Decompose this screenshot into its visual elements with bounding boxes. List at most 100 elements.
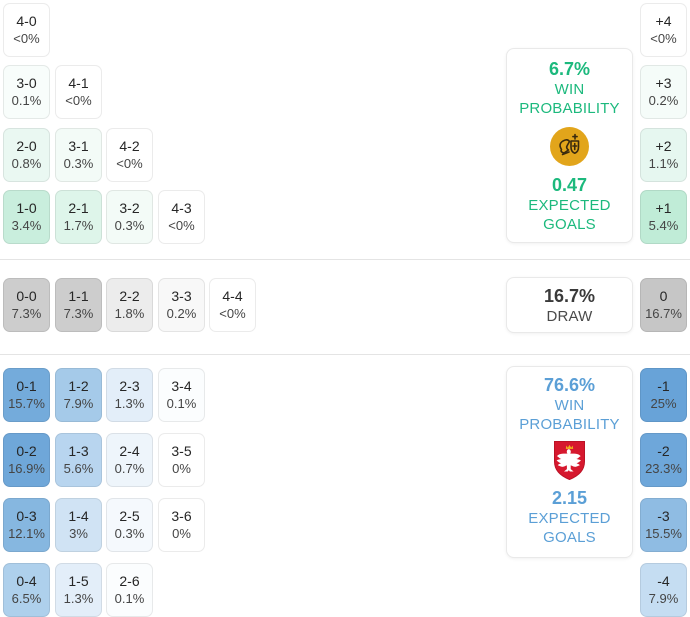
exact-score-cell: 0-1 15.7%	[3, 368, 50, 422]
home-win-summary-card: 6.7% WIN PROBABILITY 0.47 EXPECTED GOALS	[506, 48, 633, 243]
home-win-probability-label-line1: WIN	[554, 81, 585, 98]
exact-score-cell: 0-0 7.3%	[3, 278, 50, 332]
goal-margin-cell: -3 15.5%	[640, 498, 687, 552]
exact-score-cell: 3-2 0.3%	[106, 190, 153, 244]
exact-score-cell: 4-0 <0%	[3, 3, 50, 57]
probability-label: 0.3%	[114, 526, 145, 541]
exact-score-cell: 3-0 0.1%	[3, 65, 50, 119]
score-label: -1	[657, 378, 670, 394]
exact-score-cell: 0-2 16.9%	[3, 433, 50, 487]
exact-score-cell: 3-1 0.3%	[55, 128, 102, 182]
goal-margin-cell: +4 <0%	[640, 3, 687, 57]
probability-label: 23.3%	[645, 461, 682, 476]
probability-label: 0%	[172, 461, 191, 476]
score-label: 0-4	[16, 573, 37, 589]
home-expected-goals-label-line1: EXPECTED	[528, 197, 611, 214]
probability-label: 6.5%	[11, 591, 42, 606]
exact-score-cell: 2-4 0.7%	[106, 433, 153, 487]
home-team-crest-icon	[550, 127, 589, 166]
score-label: 3-0	[16, 75, 37, 91]
score-label: 0	[659, 288, 668, 304]
exact-score-cell: 2-1 1.7%	[55, 190, 102, 244]
score-label: 0-3	[16, 508, 37, 524]
score-label: 2-4	[119, 443, 140, 459]
score-label: -3	[657, 508, 670, 524]
score-label: -4	[657, 573, 670, 589]
score-label: +3	[655, 75, 672, 91]
away-expected-goals-label-line2: GOALS	[543, 529, 596, 546]
score-label: 0-1	[16, 378, 37, 394]
probability-label: 7.9%	[63, 396, 94, 411]
score-label: +1	[655, 200, 672, 216]
home-expected-goals-value: 0.47	[551, 175, 588, 195]
probability-label: <0%	[65, 93, 92, 108]
exact-score-cell: 3-5 0%	[158, 433, 205, 487]
probability-label: 0.8%	[11, 156, 42, 171]
section-divider-bottom	[0, 354, 690, 355]
poland-eagle-crest-icon	[552, 439, 587, 483]
score-label: 1-0	[16, 200, 37, 216]
score-label: 2-0	[16, 138, 37, 154]
away-win-probability-value: 76.6%	[543, 375, 596, 395]
probability-label: 1.3%	[114, 396, 145, 411]
score-label: 4-1	[68, 75, 89, 91]
probability-label: <0%	[13, 31, 40, 46]
exact-score-cell: 3-4 0.1%	[158, 368, 205, 422]
probability-label: 7.3%	[11, 306, 42, 321]
probability-label: 15.5%	[645, 526, 682, 541]
score-label: +4	[655, 13, 672, 29]
score-label: 4-0	[16, 13, 37, 29]
score-label: 1-5	[68, 573, 89, 589]
score-label: 3-2	[119, 200, 140, 216]
exact-score-cell: 2-5 0.3%	[106, 498, 153, 552]
probability-label: 0.1%	[114, 591, 145, 606]
section-divider-top	[0, 259, 690, 260]
score-label: 3-6	[171, 508, 192, 524]
probability-label: 3%	[69, 526, 88, 541]
score-label: -2	[657, 443, 670, 459]
probability-label: 0.3%	[114, 218, 145, 233]
score-label: 2-5	[119, 508, 140, 524]
probability-label: 16.9%	[8, 461, 45, 476]
score-label: 2-2	[119, 288, 140, 304]
probability-label: 1.3%	[63, 591, 94, 606]
home-win-probability-value: 6.7%	[548, 59, 591, 79]
score-label: 1-4	[68, 508, 89, 524]
goal-margin-cell: +2 1.1%	[640, 128, 687, 182]
probability-label: 25%	[650, 396, 677, 411]
probability-label: 12.1%	[8, 526, 45, 541]
probability-label: 0.1%	[11, 93, 42, 108]
probability-label: <0%	[219, 306, 246, 321]
goal-margin-cell: -2 23.3%	[640, 433, 687, 487]
score-label: 0-0	[16, 288, 37, 304]
exact-score-cell: 1-5 1.3%	[55, 563, 102, 617]
home-expected-goals-label-line2: GOALS	[543, 216, 596, 233]
probability-label: 15.7%	[8, 396, 45, 411]
probability-label: <0%	[168, 218, 195, 233]
probability-label: <0%	[650, 31, 677, 46]
exact-score-cell: 1-0 3.4%	[3, 190, 50, 244]
probability-label: 0.2%	[648, 93, 679, 108]
score-label: 4-2	[119, 138, 140, 154]
draw-label: DRAW	[546, 307, 593, 325]
goal-margin-cell: -1 25%	[640, 368, 687, 422]
exact-score-cell: 2-2 1.8%	[106, 278, 153, 332]
home-win-probability-label-line2: PROBABILITY	[519, 100, 620, 117]
score-label: 2-3	[119, 378, 140, 394]
exact-score-cell: 1-2 7.9%	[55, 368, 102, 422]
exact-score-cell: 1-4 3%	[55, 498, 102, 552]
score-label: 3-5	[171, 443, 192, 459]
probability-label: <0%	[116, 156, 143, 171]
goal-margin-cell: +3 0.2%	[640, 65, 687, 119]
exact-score-cell: 4-1 <0%	[55, 65, 102, 119]
probability-label: 0.2%	[166, 306, 197, 321]
exact-score-cell: 1-3 5.6%	[55, 433, 102, 487]
score-label: +2	[655, 138, 672, 154]
probability-label: 1.8%	[114, 306, 145, 321]
score-label: 4-4	[222, 288, 243, 304]
goal-margin-cell: +1 5.4%	[640, 190, 687, 244]
goal-margin-cell: -4 7.9%	[640, 563, 687, 617]
score-label: 4-3	[171, 200, 192, 216]
away-win-probability-label-line2: PROBABILITY	[519, 416, 620, 433]
score-label: 1-2	[68, 378, 89, 394]
